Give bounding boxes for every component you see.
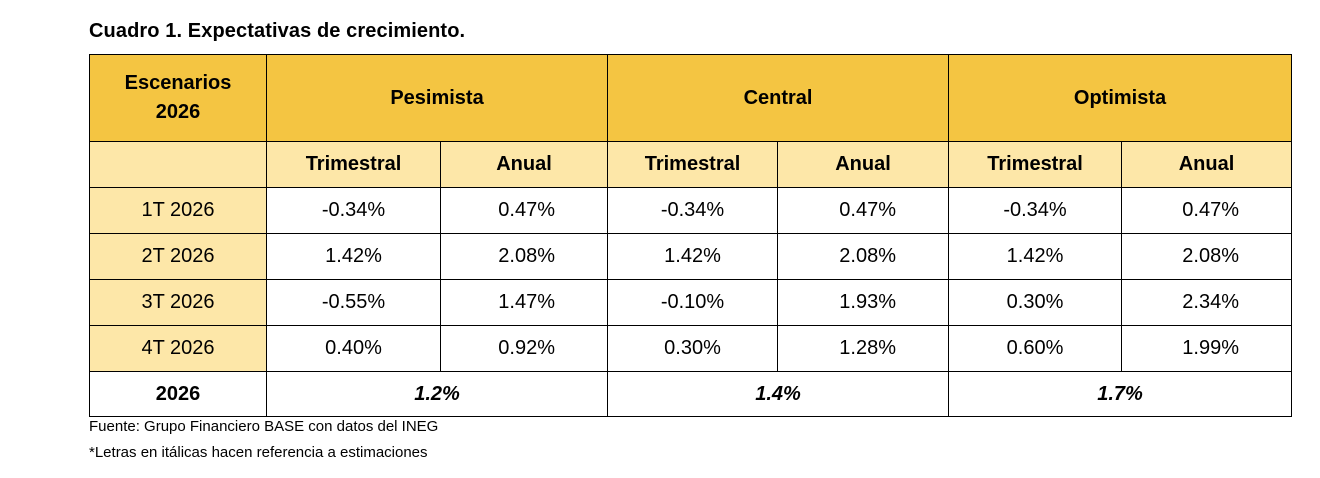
scenario-central: Central xyxy=(607,54,950,142)
subheader-anual: Anual xyxy=(777,141,950,188)
subheader-trimestral: Trimestral xyxy=(607,141,779,188)
table-cell: 0.40% xyxy=(266,325,441,372)
table-cell: 2.08% xyxy=(1121,233,1293,280)
table-cell: 0.30% xyxy=(607,325,779,372)
row-label: 3T 2026 xyxy=(89,279,267,326)
table-cell: -0.10% xyxy=(607,279,779,326)
table-cell: 2.08% xyxy=(439,233,609,280)
subheader-trimestral: Trimestral xyxy=(266,141,441,188)
table-row: 4T 2026 0.40% 0.92% 0.30% 1.28% 0.60% 1.… xyxy=(89,325,1293,372)
table-cell: 0.92% xyxy=(439,325,609,372)
table-cell: 1.93% xyxy=(777,279,950,326)
table-row: 2T 2026 1.42% 2.08% 1.42% 2.08% 1.42% 2.… xyxy=(89,233,1293,280)
table-cell: -0.34% xyxy=(607,187,779,234)
table-cell: 1.42% xyxy=(607,233,779,280)
subheader-row: Trimestral Anual Trimestral Anual Trimes… xyxy=(89,141,1293,188)
table-cell: 1.47% xyxy=(439,279,609,326)
row-label: 4T 2026 xyxy=(89,325,267,372)
table-cell: 2.34% xyxy=(1121,279,1293,326)
row-label: 2T 2026 xyxy=(89,233,267,280)
corner-header-line1: Escenarios xyxy=(124,72,232,94)
total-row: 2026 1.2% 1.4% 1.7% xyxy=(89,371,1293,417)
total-label: 2026 xyxy=(89,371,267,417)
italics-note: *Letras en itálicas hacen referencia a e… xyxy=(89,444,428,461)
subheader-anual: Anual xyxy=(439,141,609,188)
growth-table: Escenarios 2026 Pesimista Central Optimi… xyxy=(89,54,1293,417)
table-cell: 0.47% xyxy=(1121,187,1293,234)
scenario-optimista: Optimista xyxy=(948,54,1293,142)
table-cell: 2.08% xyxy=(777,233,950,280)
table-title: Cuadro 1. Expectativas de crecimiento. xyxy=(89,20,466,42)
table-cell: 0.47% xyxy=(777,187,950,234)
table-cell: 1.42% xyxy=(948,233,1123,280)
subheader-empty xyxy=(89,141,267,188)
table-cell: -0.55% xyxy=(266,279,441,326)
table-cell: 0.47% xyxy=(439,187,609,234)
table-cell: 1.42% xyxy=(266,233,441,280)
scenario-header-row: Escenarios 2026 Pesimista Central Optimi… xyxy=(89,54,1293,142)
total-pesimista: 1.2% xyxy=(265,371,609,417)
source-note: Fuente: Grupo Financiero BASE con datos … xyxy=(89,418,439,435)
table-cell: 1.28% xyxy=(777,325,950,372)
total-optimista: 1.7% xyxy=(948,371,1293,417)
table-row: 3T 2026 -0.55% 1.47% -0.10% 1.93% 0.30% … xyxy=(89,279,1293,326)
table-cell: -0.34% xyxy=(948,187,1123,234)
total-central: 1.4% xyxy=(607,371,950,417)
subheader-trimestral: Trimestral xyxy=(948,141,1123,188)
corner-header: Escenarios 2026 xyxy=(89,54,267,142)
table-cell: 0.60% xyxy=(948,325,1123,372)
table-cell: -0.34% xyxy=(266,187,441,234)
subheader-anual: Anual xyxy=(1121,141,1293,188)
table-cell: 0.30% xyxy=(948,279,1123,326)
row-label: 1T 2026 xyxy=(89,187,267,234)
scenario-pesimista: Pesimista xyxy=(265,54,609,142)
table-cell: 1.99% xyxy=(1121,325,1293,372)
corner-header-line2: 2026 xyxy=(155,101,201,123)
table-row: 1T 2026 -0.34% 0.47% -0.34% 0.47% -0.34%… xyxy=(89,187,1293,234)
